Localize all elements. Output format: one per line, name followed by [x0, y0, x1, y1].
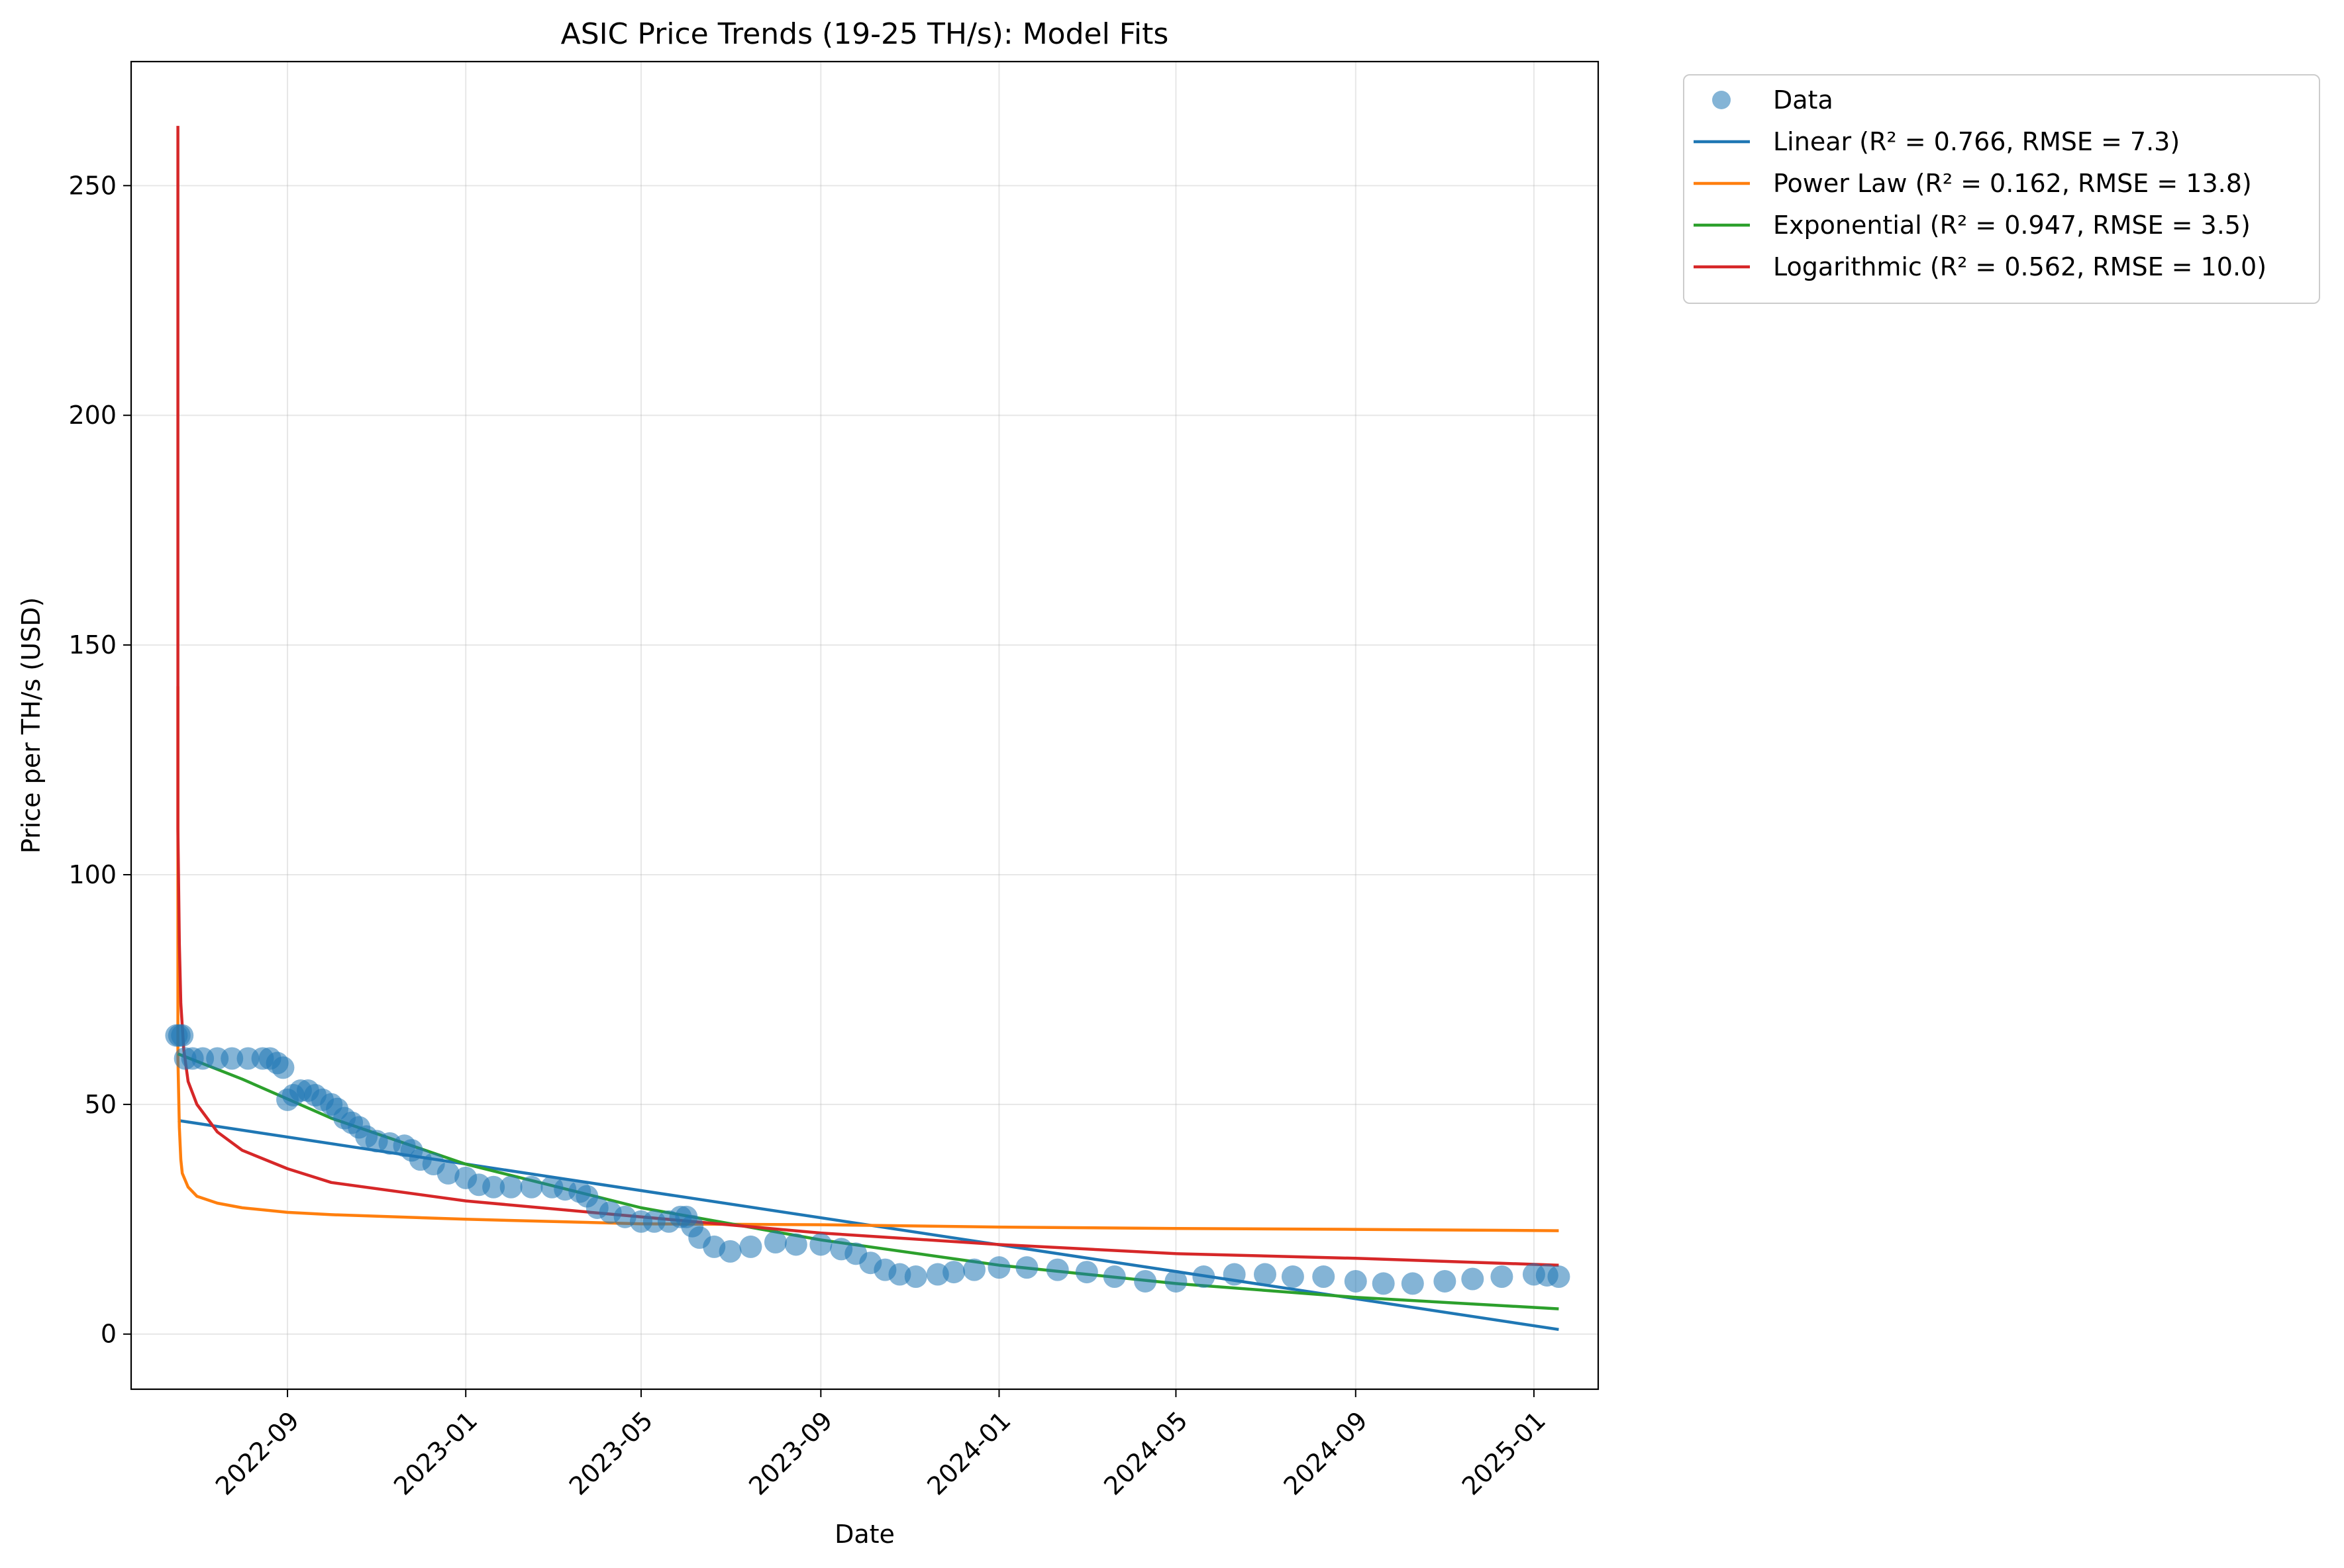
data-point	[719, 1240, 742, 1263]
series-layer	[165, 126, 1570, 1332]
data-point	[1015, 1256, 1039, 1279]
fit-line-logarithmic	[176, 126, 1559, 1267]
x-axis-label: Date	[835, 1520, 895, 1549]
data-point	[1372, 1272, 1395, 1295]
legend-marker	[1712, 91, 1731, 109]
data-point	[1075, 1261, 1098, 1284]
x-tick-label: 2022-09	[210, 1406, 305, 1500]
data-point	[988, 1256, 1011, 1279]
y-tick-label: 100	[68, 860, 117, 889]
data-point	[482, 1175, 505, 1199]
y-tick-label: 50	[85, 1090, 117, 1119]
legend-box	[1683, 74, 2320, 304]
legend-label: Linear (R² = 0.766, RMSE = 7.3)	[1773, 127, 2180, 156]
data-point	[1223, 1263, 1246, 1286]
plot-background	[131, 62, 1598, 1389]
data-point	[962, 1258, 986, 1281]
y-tick-label: 200	[68, 401, 117, 430]
legend-label: Logarithmic (R² = 0.562, RMSE = 10.0)	[1773, 252, 2267, 281]
data-point	[1253, 1263, 1276, 1286]
data-point	[499, 1175, 523, 1199]
x-tick-label: 2024-01	[921, 1406, 1016, 1500]
data-point	[809, 1233, 833, 1256]
legend-label: Exponential (R² = 0.947, RMSE = 3.5)	[1773, 211, 2251, 240]
y-tick-label: 250	[68, 171, 117, 200]
y-axis: 0 50 100 150 200 250	[68, 171, 131, 1349]
data-point	[1281, 1265, 1304, 1289]
data-point	[739, 1235, 762, 1258]
data-point	[1344, 1269, 1367, 1293]
chart-title: ASIC Price Trends (19-25 TH/s): Model Fi…	[561, 17, 1169, 51]
data-point	[1192, 1265, 1215, 1289]
data-point	[272, 1056, 295, 1079]
data-point	[1433, 1269, 1456, 1293]
y-axis-label: Price per TH/s (USD)	[17, 597, 46, 854]
y-tick-label: 150	[68, 630, 117, 660]
x-tick-label: 2024-09	[1278, 1406, 1373, 1500]
x-tick-label: 2023-09	[743, 1406, 838, 1500]
data-point	[1401, 1272, 1424, 1295]
data-point	[221, 1047, 244, 1070]
data-point	[1164, 1269, 1188, 1293]
fit-line-power-law	[176, 686, 1559, 1232]
data-point	[436, 1161, 460, 1185]
data-point	[520, 1175, 543, 1199]
data-point	[1134, 1269, 1157, 1293]
x-tick-label: 2024-05	[1098, 1406, 1193, 1500]
y-tick-label: 0	[101, 1320, 117, 1349]
data-point	[1461, 1267, 1484, 1291]
data-point	[764, 1230, 787, 1253]
data-point	[1490, 1265, 1513, 1289]
data-point	[1312, 1265, 1335, 1289]
x-tick-label: 2025-01	[1456, 1406, 1551, 1500]
data-point	[171, 1024, 194, 1047]
data-point	[1547, 1265, 1570, 1289]
legend-label: Data	[1773, 85, 1833, 115]
data-point	[943, 1261, 966, 1284]
data-point	[1046, 1258, 1069, 1281]
grid	[131, 62, 1598, 1389]
plot-frame	[130, 60, 1600, 1391]
x-tick-label: 2023-01	[388, 1406, 483, 1500]
data-point	[784, 1233, 807, 1256]
data-point	[904, 1265, 927, 1289]
legend: Data Linear (R² = 0.766, RMSE = 7.3) Power…	[1683, 74, 2320, 304]
data-point	[1103, 1265, 1126, 1289]
legend-label: Power Law (R² = 0.162, RMSE = 13.8)	[1773, 169, 2252, 198]
x-axis: 2022-09 2023-01 2023-05 2023-09 2024-01 2024-…	[210, 1389, 1551, 1500]
x-tick-label: 2023-05	[564, 1406, 658, 1500]
